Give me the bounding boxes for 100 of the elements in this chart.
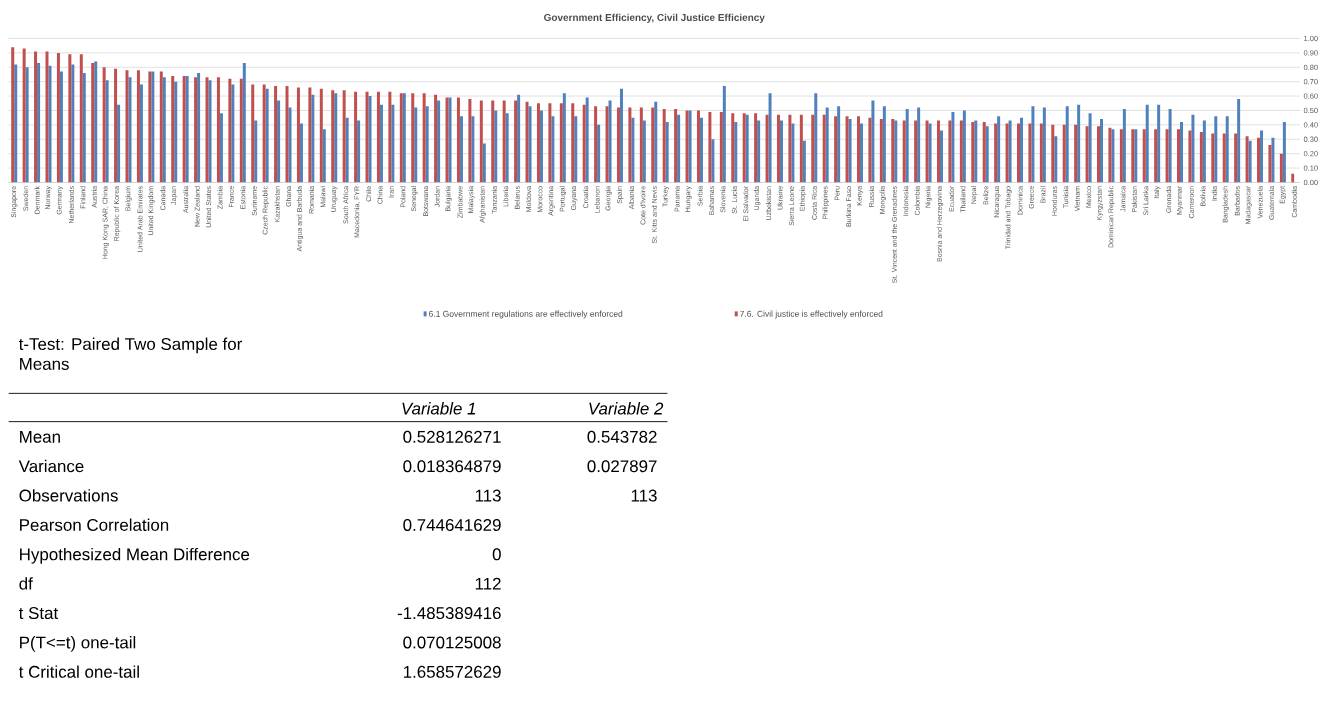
bar: [56, 52, 60, 183]
bar: [594, 106, 598, 183]
bar: [662, 108, 666, 183]
bar: [468, 98, 472, 183]
bar: [525, 101, 529, 183]
bar: [514, 100, 518, 183]
data-label: -1.485389416: [397, 606, 501, 619]
bar: [571, 103, 575, 183]
bar: [711, 139, 715, 183]
bar: [699, 117, 703, 183]
bar: [391, 104, 395, 183]
bar: [528, 106, 532, 183]
bar: [1097, 126, 1101, 183]
bar: [1088, 113, 1092, 183]
bar: [868, 117, 872, 183]
bar: [48, 65, 52, 183]
bar: [308, 87, 312, 183]
bar: [997, 116, 1001, 183]
data-label: 0.543782: [587, 430, 657, 443]
bar: [959, 120, 963, 183]
bar: [379, 104, 383, 183]
bar: [388, 91, 392, 183]
category-label: Hypothesized Mean Difference: [20, 547, 250, 564]
bar: [799, 114, 803, 183]
bar: [491, 100, 495, 183]
bar: [1074, 124, 1078, 183]
bar: [1100, 118, 1103, 183]
category-label: t Stat: [18, 606, 59, 619]
bar: [1199, 131, 1203, 183]
bar: [788, 114, 792, 183]
bar: [239, 78, 243, 183]
bar: [619, 88, 623, 183]
bar: [539, 110, 543, 183]
bar: [559, 103, 563, 183]
bar: [982, 121, 986, 183]
bar: [265, 88, 269, 183]
bar: [1142, 129, 1146, 183]
bar: [425, 106, 429, 183]
bar: [825, 107, 829, 183]
bar: [242, 62, 246, 183]
bar: [917, 107, 921, 183]
bar: [1237, 98, 1241, 183]
bar: [1077, 104, 1081, 183]
data-label: 0.018364879: [403, 460, 501, 473]
bar: [1248, 140, 1252, 183]
data-label: 0.528126271: [403, 430, 501, 443]
bar: [114, 68, 118, 183]
bar: [722, 85, 726, 183]
bar: [357, 120, 361, 183]
bar: [639, 107, 643, 183]
bar: [479, 100, 483, 183]
data-label: 0.744641629: [403, 518, 501, 531]
bar: [1028, 123, 1032, 183]
bar: [228, 78, 232, 183]
bar: [471, 116, 475, 183]
bar: [459, 116, 463, 183]
bar: [1168, 108, 1172, 183]
bar: [14, 64, 18, 183]
bar: [1282, 121, 1286, 183]
bar: [951, 111, 955, 183]
bar: [1020, 117, 1023, 183]
bar: [411, 93, 415, 183]
bar: [139, 84, 143, 183]
data-label: 113: [475, 489, 501, 502]
bar: [365, 91, 369, 183]
bar: [1188, 130, 1192, 183]
bar: [616, 107, 620, 183]
bar: [962, 110, 966, 183]
bar: [219, 113, 223, 183]
bar: [768, 93, 772, 183]
bar: [285, 85, 289, 183]
bar: [517, 94, 521, 183]
bar: [368, 95, 372, 183]
bar: [1271, 137, 1275, 183]
bar: [582, 104, 586, 183]
bar: [994, 123, 998, 183]
bar: [128, 77, 132, 183]
bar: [719, 111, 723, 183]
bar: [1017, 123, 1020, 183]
bar: [1062, 124, 1066, 183]
bar: [651, 107, 655, 183]
bar: [311, 94, 315, 183]
category-label: Pearson Correlation: [20, 518, 169, 531]
bar: [376, 91, 380, 183]
bar: [608, 100, 612, 183]
bar: [628, 107, 632, 183]
bar: [1119, 129, 1123, 183]
bar: [822, 114, 826, 183]
data-label: 0.070125008: [403, 636, 501, 649]
bar: [25, 67, 29, 183]
bar: [1180, 121, 1184, 183]
bar: [162, 77, 166, 183]
bar: [1260, 130, 1264, 183]
bar: [296, 87, 300, 183]
bar: [654, 101, 658, 183]
bar: [1042, 107, 1046, 183]
bar: [171, 75, 175, 183]
bar: [677, 114, 681, 183]
bar: [216, 77, 220, 183]
bar: [345, 117, 349, 183]
